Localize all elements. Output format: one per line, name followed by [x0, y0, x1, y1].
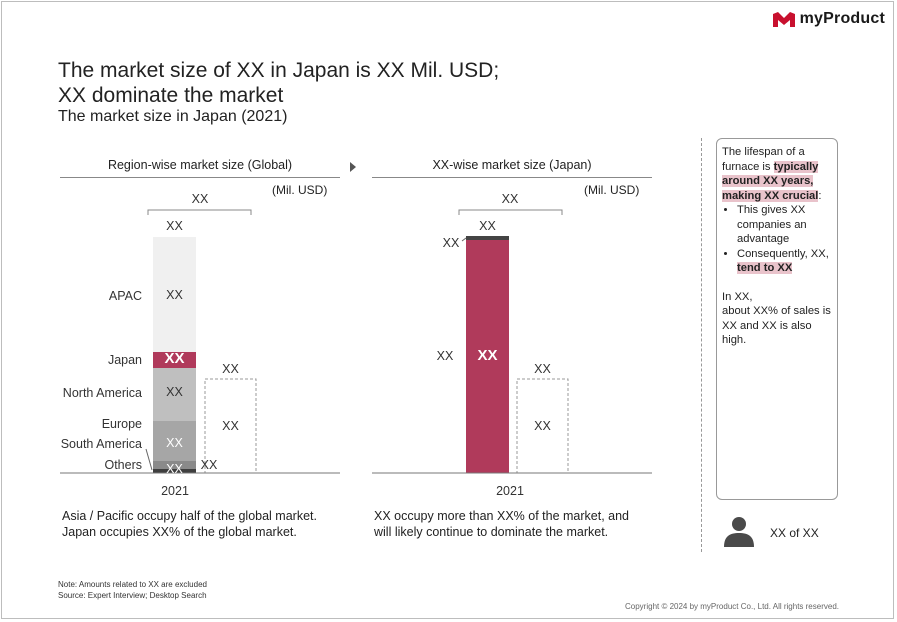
- person-label: XX of XX: [770, 526, 819, 540]
- left-total-label: XX: [166, 219, 183, 233]
- bar-others-cap: [153, 469, 196, 473]
- left-secondary-top-value: XX: [222, 362, 239, 376]
- insight-paragraph-2: In XX, about XX% of sales is XX and XX i…: [722, 290, 832, 348]
- bar-japan-main: [466, 239, 509, 473]
- others-label: Others: [104, 458, 142, 472]
- arrow-right-icon: [350, 162, 356, 172]
- footnote-line-1: Note: Amounts related to XX are excluded: [58, 580, 207, 589]
- europe-label: Europe: [101, 417, 142, 431]
- page-title: The market size of XX in Japan is XX Mil…: [58, 58, 499, 108]
- left-caption-line-1: Asia / Pacific occupy half of the global…: [62, 509, 317, 523]
- bar-north-america: [153, 368, 196, 421]
- insight-p2-line-1: In XX,: [722, 290, 753, 303]
- title-line-2: XX dominate the market: [58, 84, 284, 107]
- right-total-label: XX: [479, 219, 496, 233]
- north-america-label: North America: [62, 386, 142, 400]
- south-america-value: XX: [166, 436, 183, 450]
- insight-p2-line-2: about XX% of sales is XX and XX is also …: [722, 305, 831, 346]
- left-leader-line: [145, 448, 153, 471]
- left-chart-title: Region-wise market size (Global): [107, 158, 293, 172]
- insight-bullet-2-text: Consequently, XX,: [737, 247, 829, 260]
- insight-bullet-2-highlight: tend to XX: [737, 262, 793, 274]
- right-main-value: XX: [477, 347, 498, 364]
- right-cap-value: XX: [442, 236, 460, 250]
- apac-label: APAC: [108, 289, 142, 303]
- right-chart-title: XX-wise market size (Japan): [432, 158, 592, 172]
- right-leader-line: [461, 237, 467, 242]
- right-bracket: [458, 209, 563, 215]
- brand-name: myProduct: [799, 10, 885, 27]
- right-side-value: XX: [436, 349, 454, 363]
- insight-text-end: :: [818, 189, 822, 202]
- others-value: XX: [166, 462, 183, 476]
- title-line-1: The market size of XX in Japan is XX Mil…: [58, 59, 500, 82]
- person-icon: [724, 517, 754, 547]
- south-america-label: South America: [60, 437, 142, 451]
- bar-japan: [153, 352, 196, 368]
- brand-mark-icon: [772, 11, 795, 27]
- vertical-divider: [701, 138, 702, 552]
- right-unit-label: (Mil. USD): [584, 183, 640, 197]
- bar-japan-cap: [466, 236, 509, 240]
- left-caption: Asia / Pacific occupy half of the global…: [62, 508, 317, 540]
- brand-logo: myProduct: [772, 10, 885, 28]
- right-caption-line-2: will likely continue to dominate the mar…: [374, 525, 609, 539]
- japan-label: Japan: [107, 353, 142, 367]
- others-value-outside: XX: [200, 458, 218, 472]
- footnote-line-2: Source: Expert Interview; Desktop Search: [58, 591, 207, 600]
- footnote: Note: Amounts related to XX are excluded…: [58, 579, 207, 601]
- insight-bullet-2: Consequently, XX, tend to XX: [737, 247, 832, 276]
- insight-bullet-1: This gives XX companies an advantage: [737, 203, 832, 247]
- bar-europe-south-america: [153, 421, 196, 461]
- apac-value: XX: [166, 288, 183, 302]
- left-bracket: [147, 209, 252, 215]
- right-caption-line-1: XX occupy more than XX% of the market, a…: [374, 509, 629, 523]
- insight-paragraph-1: The lifespan of a furnace is typically a…: [722, 145, 832, 203]
- bar-others: [153, 461, 196, 472]
- left-bracket-label: XX: [191, 192, 209, 206]
- right-secondary-top-value: XX: [534, 362, 551, 376]
- left-year-label: 2021: [161, 484, 189, 498]
- left-caption-line-2: Japan occupies XX% of the global market.: [62, 525, 297, 539]
- right-caption: XX occupy more than XX% of the market, a…: [374, 508, 629, 540]
- copyright: Copyright © 2024 by myProduct Co., Ltd. …: [625, 602, 839, 611]
- japan-value: XX: [164, 350, 185, 367]
- right-bracket-label: XX: [501, 192, 519, 206]
- north-america-value: XX: [166, 385, 183, 399]
- insight-box: The lifespan of a furnace is typically a…: [716, 138, 838, 500]
- bar-apac: [153, 237, 196, 352]
- right-title-rule: [372, 177, 652, 178]
- page-subtitle: The market size in Japan (2021): [58, 108, 288, 125]
- right-secondary-mid-value: XX: [534, 419, 551, 433]
- left-secondary-mid-value: XX: [222, 419, 239, 433]
- insight-bullets: This gives XX companies an advantage Con…: [722, 203, 832, 276]
- insight-text: The lifespan of a furnace is: [722, 146, 805, 173]
- right-year-label: 2021: [496, 484, 524, 498]
- left-title-rule: [60, 177, 340, 178]
- left-unit-label: (Mil. USD): [272, 183, 328, 197]
